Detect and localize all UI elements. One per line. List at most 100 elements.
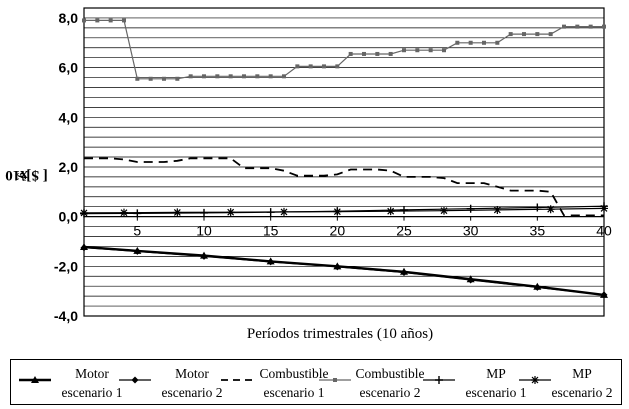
data-point bbox=[120, 208, 128, 217]
data-point bbox=[80, 208, 88, 217]
data-point bbox=[600, 204, 608, 213]
y-tick-label: 4,0 bbox=[59, 109, 79, 125]
y-tick-label: 0,0 bbox=[59, 209, 79, 225]
data-point bbox=[148, 76, 153, 81]
x-tick-label: 40 bbox=[596, 223, 612, 239]
data-point bbox=[548, 32, 553, 37]
data-point bbox=[535, 32, 540, 37]
data-point bbox=[335, 64, 340, 69]
series-6 bbox=[80, 204, 608, 217]
x-tick-label: 25 bbox=[396, 223, 412, 239]
data-point bbox=[588, 24, 593, 29]
y-tick-label: -4,0 bbox=[54, 308, 78, 324]
data-point bbox=[162, 76, 166, 81]
data-point bbox=[135, 76, 140, 81]
legend-item: Combustible escenario 1 bbox=[219, 360, 337, 406]
series-line bbox=[83, 245, 605, 297]
data-point bbox=[255, 74, 260, 79]
series-1 bbox=[80, 242, 608, 298]
x-tick-label: 10 bbox=[196, 223, 212, 239]
y-axis-label: [ $ x10 6 ]ª bbox=[5, 130, 48, 220]
data-point bbox=[495, 40, 500, 45]
data-point bbox=[282, 74, 286, 79]
data-point bbox=[533, 283, 541, 291]
data-point bbox=[482, 40, 486, 45]
x-axis-tick-labels: 5 10 15 20 25 30 35 40 bbox=[133, 216, 612, 239]
data-point bbox=[493, 205, 502, 214]
plot-area bbox=[83, 7, 605, 317]
series-4 bbox=[82, 18, 606, 81]
y-tick-label: 6,0 bbox=[59, 60, 79, 76]
data-point bbox=[348, 51, 353, 56]
data-point bbox=[242, 74, 246, 79]
data-point bbox=[575, 24, 580, 29]
data-point bbox=[600, 291, 608, 299]
data-point bbox=[267, 258, 275, 266]
data-point bbox=[402, 48, 406, 53]
legend-swatch bbox=[19, 376, 51, 383]
data-point bbox=[362, 51, 366, 56]
series-lines bbox=[80, 18, 608, 299]
x-tick-label: 5 bbox=[133, 223, 141, 239]
data-point bbox=[175, 76, 180, 81]
legend-label: Motor escenario 2 bbox=[161, 366, 223, 400]
data-point bbox=[131, 376, 139, 384]
series-3 bbox=[84, 157, 604, 217]
legend-swatch bbox=[423, 376, 455, 384]
data-point bbox=[442, 48, 446, 53]
x-tick-label: 35 bbox=[530, 223, 546, 239]
legend-swatch bbox=[519, 376, 551, 384]
data-point bbox=[508, 32, 513, 37]
series-line bbox=[84, 19, 604, 80]
series-line bbox=[83, 247, 605, 296]
x-tick-label: 15 bbox=[263, 223, 279, 239]
data-point bbox=[228, 74, 233, 79]
data-point bbox=[386, 207, 395, 216]
data-point bbox=[466, 204, 475, 213]
data-point bbox=[468, 40, 473, 45]
data-point bbox=[31, 376, 39, 383]
chart-canvas: -4,0-2,00,02,04,06,08,0 5 10 15 20 25 30 35 40 … bbox=[54, 7, 612, 342]
legend-label: Combustible escenario 2 bbox=[355, 366, 425, 400]
legend-swatch bbox=[119, 376, 151, 384]
data-point bbox=[428, 48, 433, 53]
legend-label: MP escenario 2 bbox=[551, 366, 613, 400]
legend-item: Motor escenario 2 bbox=[117, 360, 235, 406]
legend-label: Combustible escenario 1 bbox=[259, 366, 329, 400]
data-point bbox=[533, 203, 542, 212]
data-point bbox=[268, 74, 273, 79]
data-point bbox=[133, 247, 141, 255]
legend-item: Motor escenario 1 bbox=[17, 360, 135, 406]
data-point bbox=[308, 64, 313, 69]
data-point bbox=[202, 74, 206, 79]
data-point bbox=[295, 64, 300, 69]
data-point bbox=[531, 376, 539, 384]
data-point bbox=[333, 263, 341, 271]
x-tick-label: 30 bbox=[463, 223, 479, 239]
data-point bbox=[440, 206, 448, 215]
legend-label: MP escenario 1 bbox=[465, 366, 527, 400]
data-point bbox=[280, 207, 288, 216]
data-point bbox=[522, 32, 526, 37]
data-point bbox=[562, 24, 566, 29]
legend-swatch bbox=[319, 378, 351, 382]
y-axis-label-tail: ]ª bbox=[21, 167, 31, 184]
data-point bbox=[226, 208, 235, 217]
data-point bbox=[108, 18, 113, 23]
data-point bbox=[333, 378, 337, 382]
y-tick-label: 2,0 bbox=[59, 159, 79, 175]
data-point bbox=[435, 376, 443, 384]
data-point bbox=[188, 74, 193, 79]
data-point bbox=[322, 64, 326, 69]
legend-swatch bbox=[221, 379, 253, 381]
data-point bbox=[95, 18, 100, 23]
data-point bbox=[375, 51, 380, 56]
legend-item: MP escenario 1 bbox=[421, 360, 539, 406]
data-point bbox=[546, 205, 555, 214]
x-axis-label: Períodos trimestrales (10 años) bbox=[247, 326, 433, 342]
x-tick-label: 20 bbox=[330, 223, 346, 239]
data-point bbox=[133, 209, 142, 218]
series-2 bbox=[80, 244, 608, 299]
legend-item: Combustible escenario 2 bbox=[317, 360, 433, 406]
data-point bbox=[400, 205, 408, 214]
